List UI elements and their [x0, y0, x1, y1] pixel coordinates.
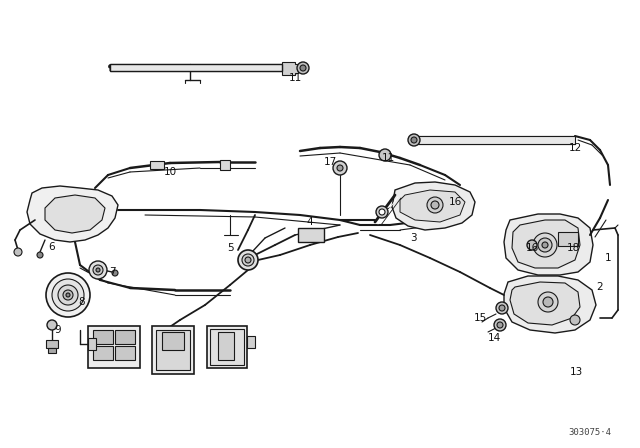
- Bar: [88, 338, 96, 350]
- Circle shape: [242, 254, 254, 266]
- Bar: [46, 340, 58, 348]
- Text: 15: 15: [474, 313, 486, 323]
- Circle shape: [245, 257, 251, 263]
- Circle shape: [427, 197, 443, 213]
- Text: 8: 8: [79, 297, 85, 307]
- Circle shape: [379, 209, 385, 215]
- Circle shape: [497, 322, 503, 328]
- Polygon shape: [392, 182, 475, 230]
- Circle shape: [538, 292, 558, 312]
- Circle shape: [52, 279, 84, 311]
- Bar: [156, 330, 190, 370]
- Bar: [110, 64, 282, 71]
- Text: 10: 10: [163, 167, 177, 177]
- Circle shape: [47, 320, 57, 330]
- Text: 303075·4: 303075·4: [568, 427, 611, 436]
- Bar: [210, 329, 244, 365]
- Circle shape: [297, 62, 309, 74]
- Text: 14: 14: [488, 333, 500, 343]
- Bar: [88, 326, 140, 368]
- Bar: [247, 336, 255, 348]
- Text: 16: 16: [449, 197, 461, 207]
- Bar: [115, 346, 135, 360]
- Circle shape: [499, 305, 505, 311]
- Polygon shape: [512, 220, 580, 268]
- Circle shape: [538, 238, 552, 252]
- Circle shape: [14, 248, 22, 256]
- Polygon shape: [400, 190, 465, 222]
- Text: 2: 2: [596, 282, 604, 292]
- Bar: [418, 136, 575, 144]
- Circle shape: [46, 273, 90, 317]
- Circle shape: [408, 134, 420, 146]
- Circle shape: [431, 201, 439, 209]
- Bar: [93, 330, 113, 344]
- Polygon shape: [27, 186, 118, 242]
- Text: 18: 18: [566, 243, 580, 253]
- Text: 16: 16: [525, 243, 539, 253]
- Text: 3: 3: [410, 233, 416, 243]
- Text: 11: 11: [289, 73, 301, 83]
- Bar: [93, 346, 113, 360]
- Text: 7: 7: [109, 267, 115, 277]
- Circle shape: [112, 270, 118, 276]
- Polygon shape: [504, 214, 593, 275]
- Polygon shape: [510, 282, 580, 325]
- Text: 4: 4: [307, 217, 314, 227]
- Polygon shape: [282, 62, 298, 75]
- Circle shape: [543, 297, 553, 307]
- Polygon shape: [45, 195, 105, 233]
- Text: 5: 5: [227, 243, 234, 253]
- Circle shape: [96, 268, 100, 272]
- Bar: [162, 332, 184, 350]
- Text: 6: 6: [49, 242, 55, 252]
- Circle shape: [89, 261, 107, 279]
- Bar: [558, 232, 578, 246]
- Circle shape: [570, 315, 580, 325]
- Circle shape: [527, 240, 537, 250]
- Text: 1: 1: [605, 253, 611, 263]
- Text: 9: 9: [54, 325, 61, 335]
- Circle shape: [337, 165, 343, 171]
- Bar: [115, 330, 135, 344]
- Circle shape: [496, 302, 508, 314]
- Circle shape: [66, 293, 70, 297]
- Text: 13: 13: [570, 367, 582, 377]
- Circle shape: [63, 290, 73, 300]
- Bar: [218, 332, 234, 360]
- Circle shape: [533, 233, 557, 257]
- Bar: [152, 326, 194, 374]
- Bar: [48, 348, 56, 353]
- Circle shape: [542, 242, 548, 248]
- Text: 11: 11: [381, 153, 395, 163]
- Circle shape: [58, 285, 78, 305]
- Circle shape: [376, 206, 388, 218]
- Circle shape: [93, 265, 103, 275]
- Circle shape: [37, 252, 43, 258]
- Circle shape: [300, 65, 306, 71]
- Circle shape: [494, 319, 506, 331]
- Circle shape: [379, 149, 391, 161]
- Bar: [207, 326, 247, 368]
- Circle shape: [333, 161, 347, 175]
- Text: 12: 12: [568, 143, 582, 153]
- Bar: [220, 160, 230, 170]
- Circle shape: [411, 137, 417, 143]
- Polygon shape: [504, 276, 596, 333]
- Text: 17: 17: [323, 157, 337, 167]
- Bar: [298, 228, 324, 242]
- Bar: [150, 161, 164, 169]
- Circle shape: [238, 250, 258, 270]
